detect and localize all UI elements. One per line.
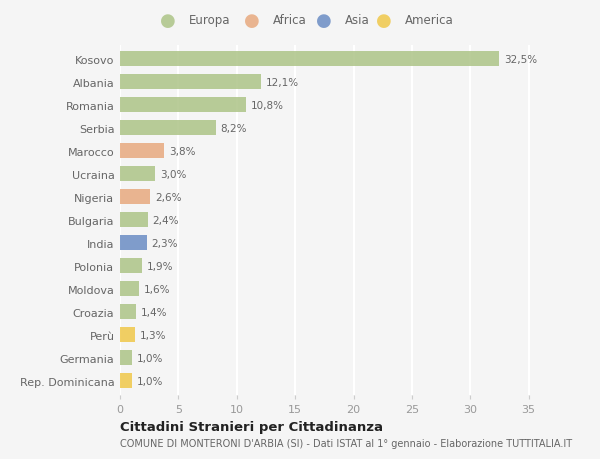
Bar <box>120 305 136 319</box>
Bar <box>120 52 499 67</box>
Bar <box>120 259 142 274</box>
Bar <box>120 282 139 297</box>
Bar <box>120 121 216 136</box>
Bar <box>120 236 147 251</box>
Text: 3,8%: 3,8% <box>169 146 196 157</box>
Text: ●: ● <box>316 11 332 30</box>
Text: 1,4%: 1,4% <box>141 307 167 317</box>
Bar <box>120 98 246 113</box>
Text: Asia: Asia <box>345 14 370 27</box>
Text: 1,0%: 1,0% <box>136 376 163 386</box>
Text: 1,9%: 1,9% <box>147 261 173 271</box>
Text: America: America <box>405 14 454 27</box>
Bar <box>120 167 155 182</box>
Text: 12,1%: 12,1% <box>266 78 299 88</box>
Bar <box>120 213 148 228</box>
Bar <box>120 144 164 159</box>
Text: 1,6%: 1,6% <box>143 284 170 294</box>
Text: 1,0%: 1,0% <box>136 353 163 363</box>
Bar <box>120 190 151 205</box>
Text: 8,2%: 8,2% <box>220 123 247 134</box>
Text: Africa: Africa <box>273 14 307 27</box>
Text: ●: ● <box>376 11 392 30</box>
Text: 3,0%: 3,0% <box>160 169 186 179</box>
Bar <box>120 374 131 388</box>
Text: COMUNE DI MONTERONI D'ARBIA (SI) - Dati ISTAT al 1° gennaio - Elaborazione TUTTI: COMUNE DI MONTERONI D'ARBIA (SI) - Dati … <box>120 438 572 448</box>
Bar <box>120 328 135 342</box>
Text: ●: ● <box>160 11 176 30</box>
Text: ●: ● <box>244 11 260 30</box>
Text: Europa: Europa <box>189 14 230 27</box>
Text: 2,6%: 2,6% <box>155 192 182 202</box>
Text: 10,8%: 10,8% <box>251 101 284 111</box>
Text: 2,4%: 2,4% <box>152 215 179 225</box>
Text: Cittadini Stranieri per Cittadinanza: Cittadini Stranieri per Cittadinanza <box>120 420 383 433</box>
Text: 2,3%: 2,3% <box>152 238 178 248</box>
Text: 32,5%: 32,5% <box>504 55 537 65</box>
Bar <box>120 75 261 90</box>
Bar <box>120 351 131 365</box>
Text: 1,3%: 1,3% <box>140 330 166 340</box>
